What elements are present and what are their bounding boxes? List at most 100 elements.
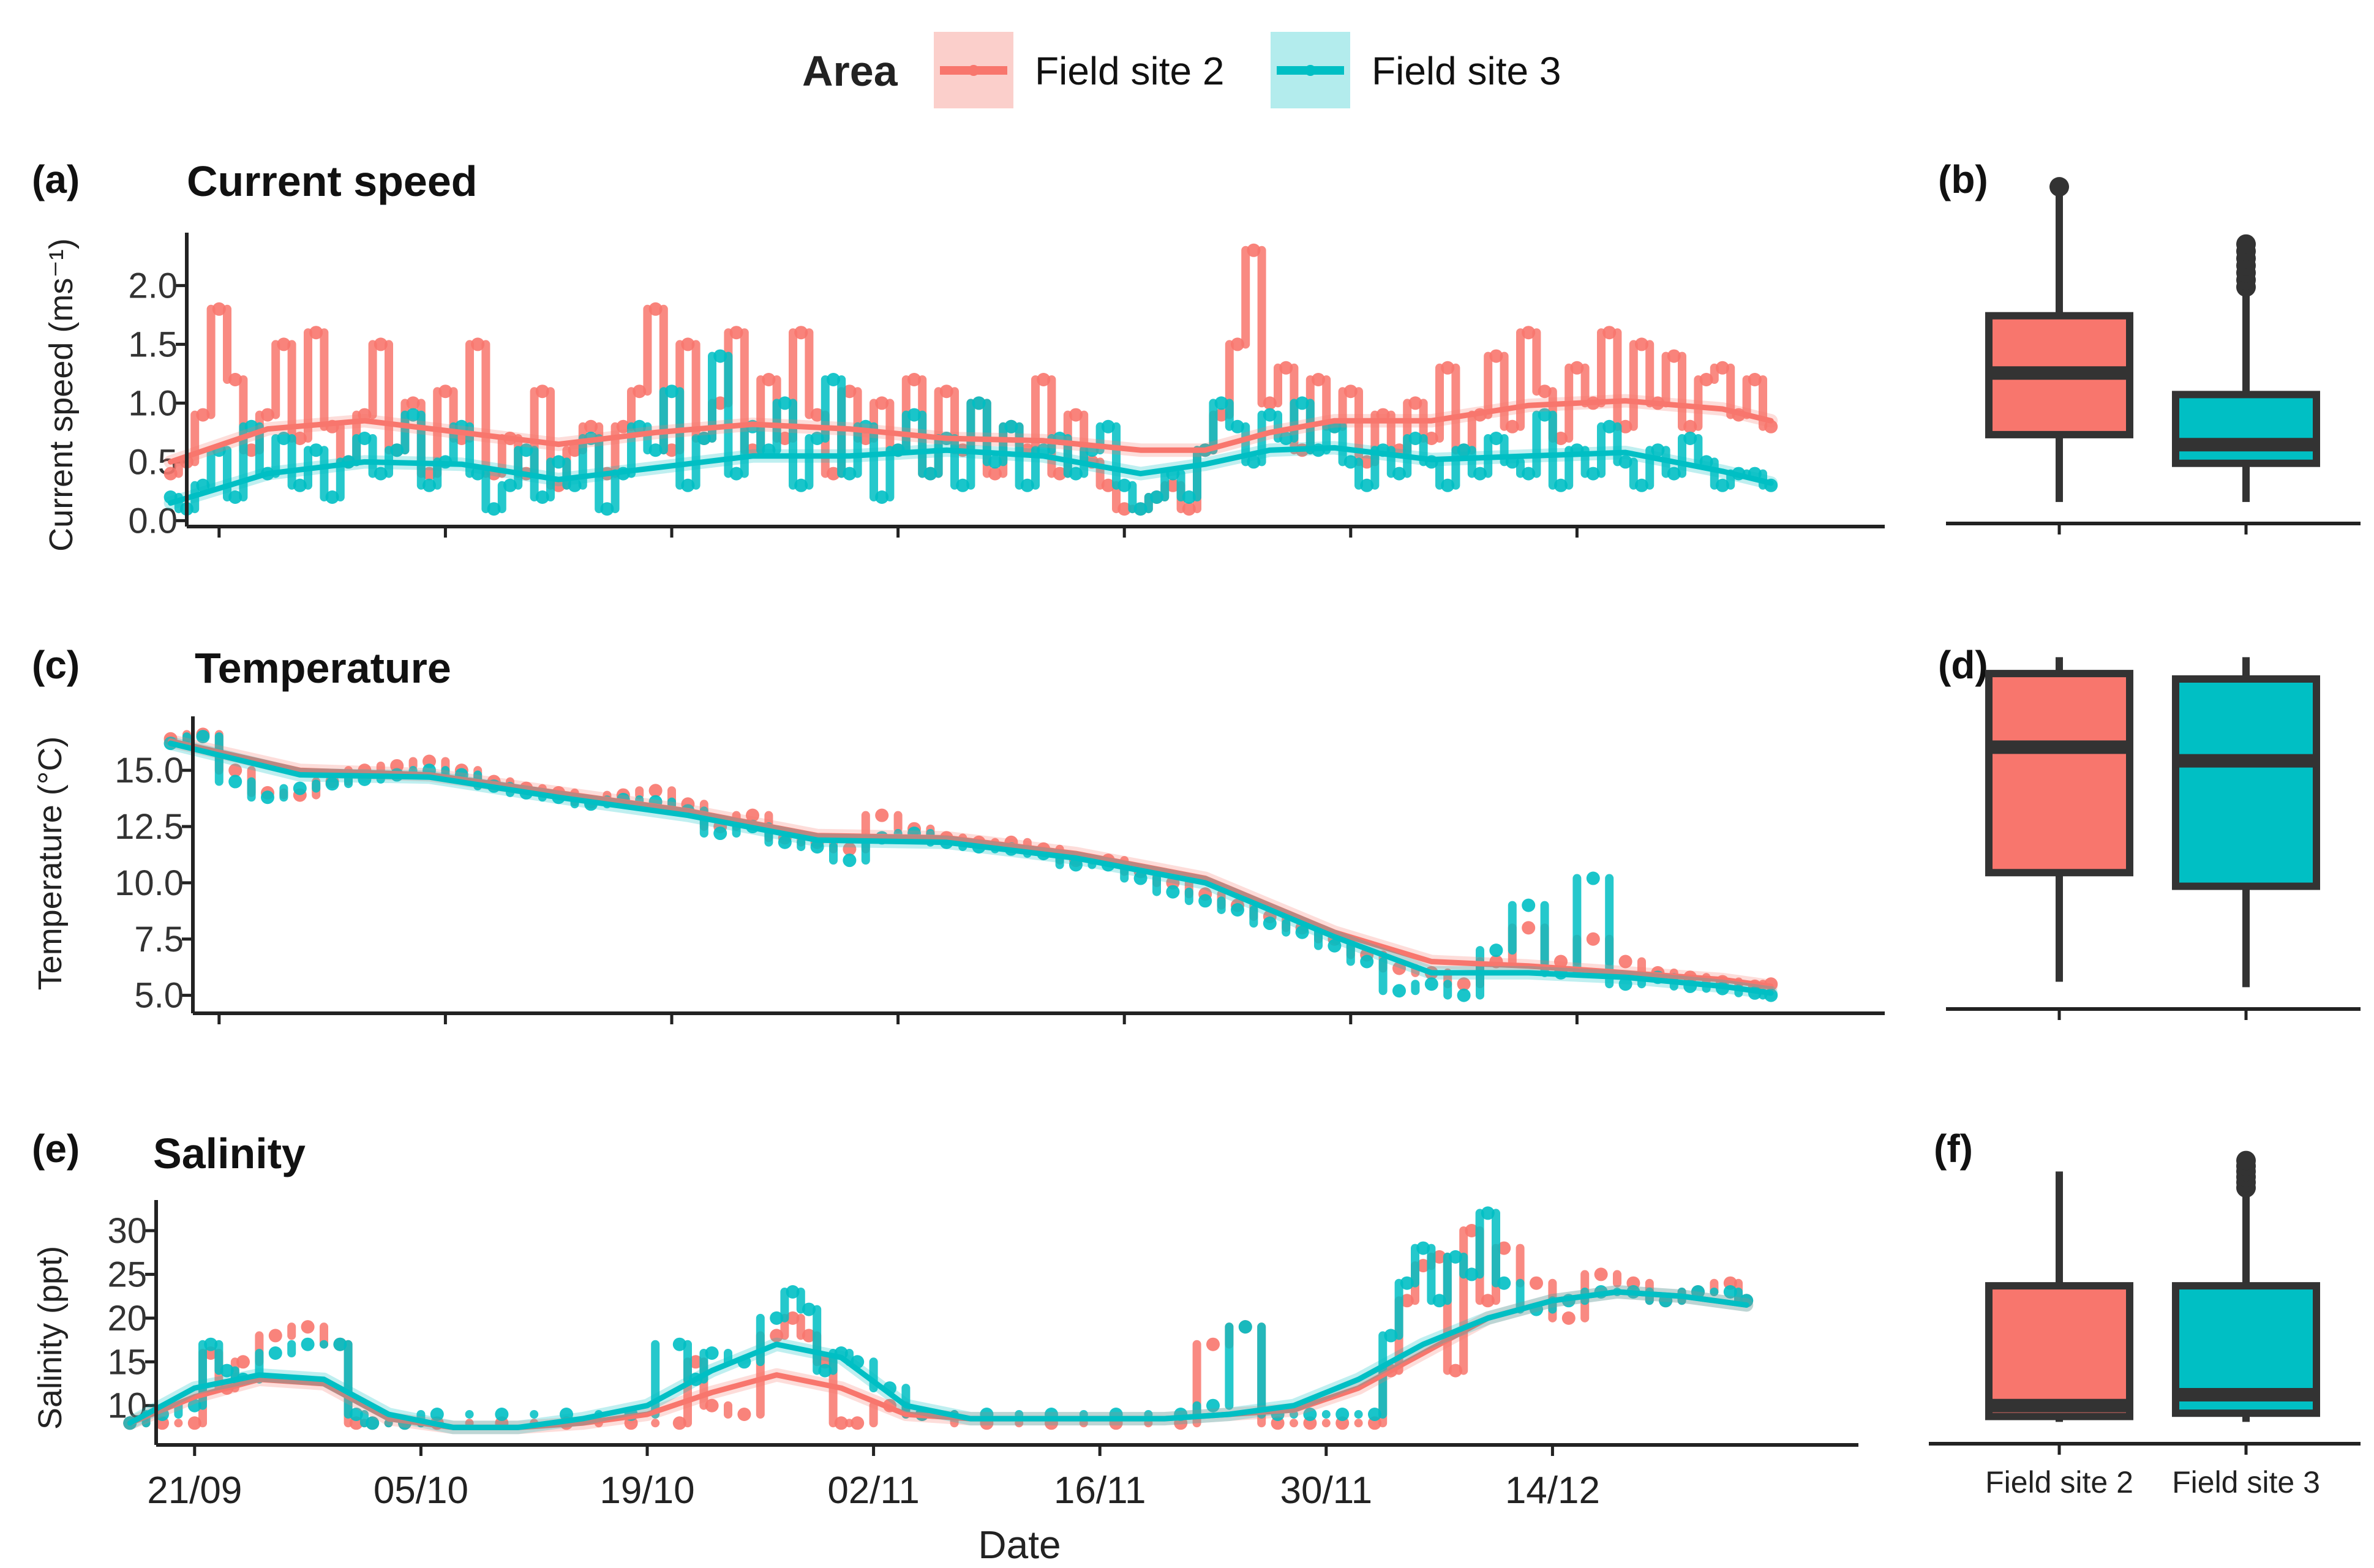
- point-e-s1-22: [802, 1302, 816, 1316]
- point-e-s0-6: [268, 1329, 282, 1343]
- point-e-s0-43: [1465, 1224, 1479, 1237]
- point-a-s1-19: [471, 467, 485, 481]
- point-a-s1-67: [1247, 455, 1261, 469]
- y-axis-label-a: Current speed (ms⁻¹): [43, 238, 80, 552]
- panel-title-e: Salinity: [153, 1130, 306, 1177]
- y-tick-label-c-4: 15.0: [115, 751, 184, 790]
- point-a-s1-46: [907, 408, 921, 422]
- legend-point-field-site-3: [1305, 65, 1316, 76]
- smooth-lines-e: [123, 1285, 1754, 1435]
- point-e-s1-2: [187, 1398, 201, 1412]
- point-a-s1-16: [423, 478, 436, 492]
- point-e-s1-41: [1432, 1294, 1446, 1308]
- point-a-s0-4: [228, 373, 242, 386]
- point-a-s0-6: [261, 408, 274, 422]
- point-a-s1-63: [1182, 490, 1196, 504]
- point-a-s0-96: [1716, 361, 1729, 375]
- y-axis-label-e: Salinity (ppt): [32, 1246, 69, 1430]
- panel-label-c: (c): [32, 643, 80, 687]
- panel-c-temperature: (c) Temperature Temperature (°C) 5.0 7.5 1…: [32, 643, 1885, 1024]
- point-a-s0-48: [939, 384, 953, 399]
- point-a-s1-50: [972, 396, 986, 410]
- point-e-s0-39: [1400, 1294, 1414, 1308]
- point-a-s1-68: [1263, 408, 1277, 422]
- smooth-lines-c: [163, 734, 1778, 1000]
- point-a-s0-46: [907, 373, 921, 386]
- point-a-s0-40: [810, 408, 824, 422]
- point-e-s1-4: [220, 1364, 234, 1378]
- point-a-s0-28: [616, 419, 630, 433]
- point-a-s0-19: [471, 337, 485, 351]
- x-tick-label-4: 16/11: [1054, 1469, 1146, 1512]
- y-tick-label-e-1: 15: [107, 1342, 147, 1382]
- smooth-line-a-1: [168, 445, 1774, 506]
- point-a-s0-68: [1263, 396, 1277, 410]
- point-a-s1-24: [552, 455, 566, 469]
- y-tick-label-a-4: 2.0: [128, 266, 178, 306]
- point-e-s1-10: [366, 1416, 380, 1430]
- y-tick-label-c-2: 10.0: [115, 863, 184, 903]
- panel-label-d: (d): [1938, 643, 1988, 687]
- point-a-s1-81: [1473, 467, 1487, 481]
- point-a-s1-10: [325, 490, 339, 504]
- point-a-s1-61: [1150, 490, 1163, 504]
- point-a-s0-58: [1101, 478, 1115, 492]
- point-a-s1-74: [1360, 478, 1374, 492]
- point-c-s1-32: [1198, 894, 1212, 908]
- y-tick-label-e-2: 20: [107, 1299, 147, 1338]
- x-tick-label-2: 19/10: [599, 1469, 694, 1512]
- x-axis-label-date: Date: [978, 1523, 1061, 1567]
- point-e-s0-25: [851, 1416, 865, 1430]
- point-e-s0-2: [187, 1416, 201, 1430]
- point-a-s1-9: [309, 443, 323, 457]
- point-a-s0-9: [309, 326, 323, 340]
- point-a-s1-69: [1279, 432, 1293, 445]
- point-a-s0-93: [1667, 349, 1681, 363]
- point-a-s0-44: [875, 396, 889, 410]
- point-a-s0-77: [1408, 396, 1422, 410]
- smooth-line-c-1: [168, 740, 1774, 996]
- point-a-s1-53: [1020, 478, 1034, 492]
- point-c-s1-5: [325, 777, 339, 791]
- point-a-s0-74: [1360, 455, 1374, 469]
- point-e-s1-43: [1465, 1267, 1479, 1281]
- point-e-s0-18: [705, 1398, 719, 1412]
- point-e-s0-47: [1561, 1311, 1576, 1325]
- point-a-s0-16: [423, 467, 436, 481]
- point-a-s0-2: [196, 408, 210, 422]
- point-a-s1-94: [1683, 432, 1697, 445]
- smooth-band-c-1: [163, 737, 1778, 1000]
- point-a-s1-86: [1554, 478, 1568, 492]
- x-tick-label-1: 05/10: [374, 1469, 468, 1512]
- panel-d-temperature-box: (d): [1938, 643, 2361, 1020]
- point-c-s0-15: [648, 784, 663, 798]
- point-c-s1-35: [1295, 925, 1309, 939]
- panel-f-salinity-box: (f) Field site 2 Field site 3: [1929, 1127, 2361, 1499]
- point-a-s0-79: [1441, 361, 1455, 375]
- point-a-s0-12: [358, 408, 372, 422]
- point-c-s1-45: [1618, 977, 1632, 991]
- point-a-s1-93: [1667, 467, 1681, 481]
- point-c-s1-2: [228, 775, 242, 789]
- point-a-s1-42: [843, 467, 857, 481]
- point-a-s1-35: [729, 467, 743, 481]
- y-ticks-c: 5.0 7.5 10.0 12.5 15.0: [115, 751, 193, 1016]
- point-a-s0-78: [1424, 432, 1438, 445]
- point-e-s0-20: [770, 1329, 784, 1343]
- box-f-0: [1985, 1282, 2133, 1420]
- y-axis-label-c: Temperature (°C): [32, 737, 69, 991]
- boxes-f: Field site 2 Field site 3: [1985, 1150, 2320, 1499]
- point-c-s1-1: [196, 730, 210, 744]
- point-a-s1-52: [1004, 419, 1018, 433]
- point-a-s0-30: [648, 302, 663, 316]
- points-a: [163, 243, 1778, 516]
- point-a-s0-34: [713, 396, 727, 410]
- legend-item-field-site-3: Field site 3: [1271, 32, 1561, 108]
- x-tick-label-5: 30/11: [1280, 1469, 1373, 1512]
- point-c-s0-2: [228, 763, 242, 778]
- point-a-s0-26: [584, 419, 598, 433]
- panel-label-f: (f): [1934, 1127, 1973, 1171]
- point-c-s0-43: [1554, 955, 1568, 969]
- point-c-s1-4: [293, 781, 307, 795]
- point-a-s0-86: [1554, 432, 1568, 445]
